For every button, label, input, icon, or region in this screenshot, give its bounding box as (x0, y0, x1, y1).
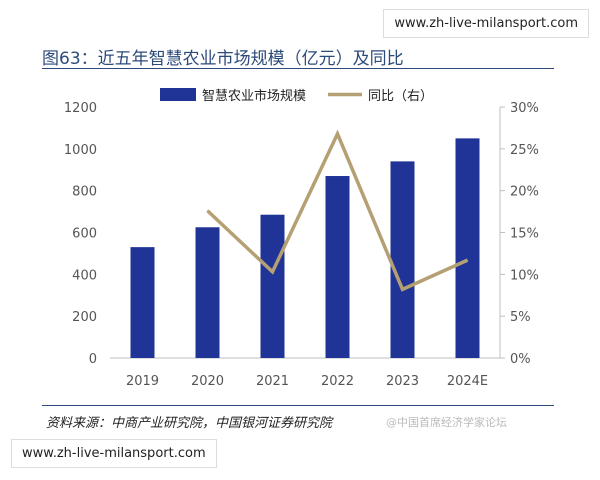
growth-point (337, 133, 338, 135)
bar (455, 138, 480, 358)
y-right-tick-label: 30% (510, 101, 539, 116)
y-left-tick-label: 200 (72, 310, 97, 325)
x-tick-label: 2022 (321, 374, 354, 389)
bar (325, 176, 350, 358)
y-left-tick-label: 600 (72, 227, 97, 242)
watermark-url-banner-bottom: www.zh-live-milansport.com (12, 440, 216, 467)
bars-group (130, 138, 480, 358)
title-divider (42, 68, 554, 69)
growth-point (272, 271, 273, 273)
source-note: 资料来源：中商产业研究院，中国银河证券研究院 (46, 416, 333, 431)
y-right-tick-label: 20% (510, 185, 539, 200)
y-right-tick-label: 15% (510, 227, 539, 242)
y-left-tick-label: 0 (89, 352, 97, 367)
x-tick-label: 2023 (386, 374, 419, 389)
bar (260, 214, 285, 358)
bar (195, 227, 220, 358)
bar (130, 247, 155, 358)
y-right-tick-label: 10% (510, 268, 539, 283)
legend-line-label: 同比（右） (368, 89, 433, 104)
growth-point (467, 259, 468, 261)
axes-group: 0 200 400 600 800 1000 1200 0% 5% 10% 15% 20% 25% 30%… (64, 101, 539, 389)
growth-point (402, 288, 403, 290)
watermark-url-banner-top: www.zh-live-milansport.com (384, 10, 588, 37)
y-right-tick-label: 5% (510, 310, 531, 325)
legend-bar-label: 智慧农业市场规模 (202, 88, 306, 104)
x-tick-label: 2020 (191, 374, 224, 389)
legend-bar-swatch (160, 88, 196, 101)
y-right-tick-label: 25% (510, 143, 539, 158)
line-series-group (206, 129, 469, 292)
x-tick-label: 2021 (256, 374, 289, 389)
legend: 智慧农业市场规模 同比（右） (160, 88, 433, 104)
y-left-tick-label: 1200 (64, 101, 97, 116)
figure-title: 图63：近五年智慧农业市场规模（亿元）及同比 (42, 49, 404, 69)
y-left-tick-label: 1000 (64, 143, 97, 158)
bar (390, 161, 415, 358)
x-tick-label: 2019 (126, 374, 159, 389)
growth-point (207, 210, 208, 212)
y-right-tick-label: 0% (510, 352, 531, 367)
footer-divider (42, 405, 554, 406)
y-left-tick-label: 400 (72, 268, 97, 283)
y-left-tick-label: 800 (72, 185, 97, 200)
x-tick-label: 2024E (447, 374, 488, 389)
watermark-text: @中国首席经济学家论坛 (386, 416, 507, 429)
